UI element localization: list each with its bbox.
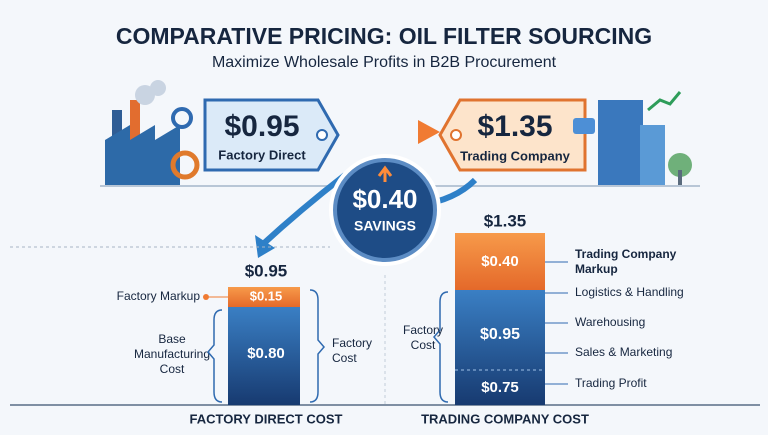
tag-hole	[316, 129, 328, 141]
annotation: Manufacturing	[134, 347, 210, 361]
tag-hole	[450, 129, 462, 141]
arrow-head	[418, 120, 440, 144]
markup-segment	[228, 287, 300, 307]
annotation: Trading Profit	[575, 376, 647, 390]
bracket	[207, 309, 223, 403]
segment-label: $0.15	[250, 288, 283, 303]
arrow	[259, 172, 347, 248]
annotation: Factory	[332, 336, 372, 350]
factory-icon	[105, 80, 200, 185]
bracket	[433, 291, 449, 403]
annotation: Cost	[332, 351, 357, 365]
annotation: Warehousing	[575, 315, 645, 329]
annotation: Cost	[160, 362, 185, 376]
factory-price: $0.95	[224, 110, 299, 143]
segment-label: $0.95	[480, 326, 520, 343]
caption: TRADING COMPANY COST	[421, 411, 589, 426]
subtitle: Maximize Wholesale Profits in B2B Procur…	[212, 54, 557, 71]
factory-segment	[455, 290, 545, 405]
segment-label: $0.80	[247, 345, 285, 362]
price-tag	[438, 98, 587, 172]
annotation: Markup	[575, 262, 618, 276]
savings-badge	[333, 158, 437, 262]
price-tag	[203, 98, 340, 172]
stack-total: $1.35	[484, 211, 527, 230]
annotation: Base	[158, 332, 186, 346]
segment-label: $0.75	[481, 379, 519, 396]
base-segment	[228, 307, 300, 405]
savings-label: SAVINGS	[354, 218, 416, 234]
stack-total: $0.95	[245, 261, 288, 280]
annotation: Factory	[403, 323, 443, 337]
segment-label: $0.40	[481, 253, 519, 270]
bracket	[309, 289, 325, 403]
building-icon	[573, 91, 692, 185]
factory-label: Factory Direct	[218, 147, 306, 162]
annotation: Trading Company	[575, 247, 677, 261]
annotation: Logistics & Handling	[575, 285, 684, 299]
trading-label: Trading Company	[460, 148, 571, 163]
caption: FACTORY DIRECT COST	[190, 411, 343, 426]
up-arrow	[377, 165, 393, 182]
annotation: Factory Markup	[117, 289, 201, 303]
annotation: Cost	[411, 338, 436, 352]
title: COMPARATIVE PRICING: OIL FILTER SOURCING	[116, 23, 652, 49]
trading-price: $1.35	[477, 110, 552, 143]
annotation: Sales & Marketing	[575, 345, 672, 359]
savings-amount: $0.40	[352, 184, 417, 214]
pointer	[203, 294, 209, 300]
markup-segment	[455, 233, 545, 290]
